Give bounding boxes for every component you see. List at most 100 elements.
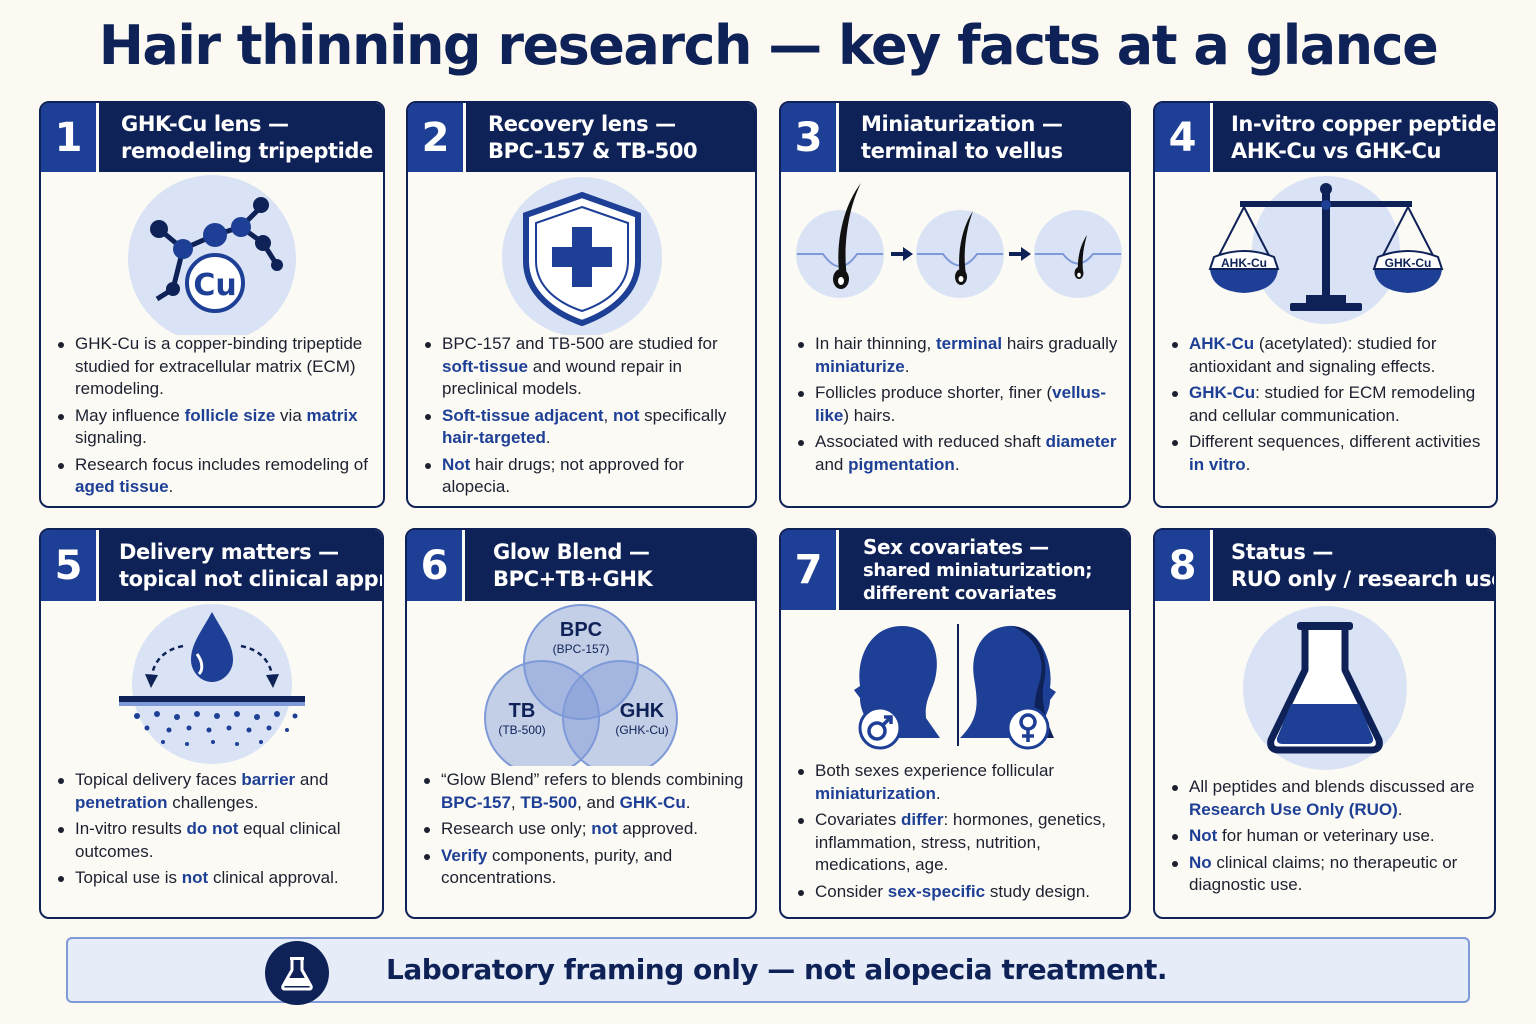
highlight-text: not xyxy=(591,819,618,838)
bullet-text: May influence xyxy=(75,405,185,425)
page-title: Hair thinning research — key facts at a … xyxy=(98,14,1439,77)
bullet-text: via xyxy=(275,405,307,425)
bullet-text: . xyxy=(1397,799,1403,819)
card-number: 4 xyxy=(1155,103,1213,172)
bullet-item: GHK-Cu is a copper-binding tripeptide st… xyxy=(55,333,375,401)
hair-follicle-progression-icon xyxy=(796,183,1122,298)
highlight-text: Verify xyxy=(441,845,488,865)
bullet-text: , xyxy=(510,792,521,812)
card-number: 7 xyxy=(781,530,839,610)
bullet-item: May influence follicle size via matrix s… xyxy=(55,405,375,450)
highlight-text: Soft-tissue adjacent xyxy=(442,405,604,425)
molecule-icon: Cu xyxy=(128,175,296,335)
card-header: 3 Miniaturization — terminal to vellus xyxy=(781,103,1129,172)
card-header: 2 Recovery lens — BPC-157 & TB-500 xyxy=(408,103,755,172)
bullet-list: Both sexes experience follicular miniatu… xyxy=(795,760,1121,907)
highlight-text: do not xyxy=(186,819,239,838)
bullet-list: Topical delivery faces barrier and penet… xyxy=(55,769,374,894)
bullet-list: AHK-Cu (acetylated): studied for antioxi… xyxy=(1169,333,1488,480)
bullet-text: and xyxy=(815,454,849,474)
card-title-line: BPC+TB+GHK xyxy=(493,566,653,591)
bullet-item: BPC-157 and TB-500 are studied for soft-… xyxy=(422,333,747,401)
shield-cross-icon xyxy=(501,177,662,335)
highlight-text: not xyxy=(181,868,209,887)
flask-icon xyxy=(1242,606,1407,770)
bullet-text: equal clinical outcomes. xyxy=(75,819,341,861)
venn-sub-ghk: (GHK-Cu) xyxy=(615,723,668,737)
footer-text: Laboratory framing only — not alopecia t… xyxy=(386,953,1168,986)
highlight-text: not xyxy=(613,405,640,425)
bullet-list: In hair thinning, terminal hairs gradual… xyxy=(795,333,1121,480)
highlight-text: terminal xyxy=(935,334,1003,353)
bullet-text: In-vitro results xyxy=(75,819,187,838)
bullet-item: Not hair drugs; not approved for alopeci… xyxy=(422,454,747,499)
highlight-text: pigmentation xyxy=(848,454,955,474)
venn-label-tb: TB xyxy=(509,700,536,722)
card-title-line: AHK-Cu vs GHK-Cu xyxy=(1231,138,1442,163)
card-number: 8 xyxy=(1155,530,1213,601)
copper-label: Cu xyxy=(193,268,236,303)
card-header: 5 Delivery matters — topical not clinica… xyxy=(41,530,382,601)
bullet-item: Topical use is not clinical approval. xyxy=(55,867,374,890)
bullet-text: . xyxy=(904,356,910,376)
scale-right-label: GHK-Cu xyxy=(1384,256,1431,270)
bullet-list: BPC-157 and TB-500 are studied for soft-… xyxy=(422,333,747,503)
bullet-item: Both sexes experience follicular miniatu… xyxy=(795,760,1121,805)
bullet-text: and wound repair in preclinical models. xyxy=(442,356,683,399)
bullet-text: Different sequences, different activitie… xyxy=(1189,432,1481,451)
bullet-item: In-vitro results do not equal clinical o… xyxy=(55,818,374,863)
bullet-item: Consider sex-specific study design. xyxy=(795,881,1121,904)
bullet-text: . xyxy=(1245,454,1251,474)
highlight-text: miniaturization xyxy=(815,783,936,803)
highlight-text: penetration xyxy=(75,792,168,812)
bullet-text: Topical use is xyxy=(75,868,182,887)
bullet-text: . xyxy=(935,783,941,803)
highlight-text: differ xyxy=(900,810,944,829)
bullet-item: Topical delivery faces barrier and penet… xyxy=(55,769,374,814)
highlight-text: barrier xyxy=(241,770,296,789)
card-copper-peptides: 4 In-vitro copper peptides — AHK-Cu vs G… xyxy=(1153,101,1498,508)
highlight-text: Not xyxy=(442,454,471,474)
bullet-text: ) hairs. xyxy=(843,405,896,425)
venn-sub-bpc: (BPC-157) xyxy=(553,642,610,656)
bullet-text: Research focus includes remodeling of xyxy=(75,454,368,474)
bullet-text: “Glow Blend” refers to blends combining xyxy=(441,770,744,789)
highlight-text: miniaturize xyxy=(815,356,905,376)
card-header: 1 GHK-Cu lens — remodeling tripeptide xyxy=(41,103,383,172)
bullet-item: Verify components, purity, and concentra… xyxy=(421,845,747,890)
bullet-item: Different sequences, different activitie… xyxy=(1169,431,1488,476)
flask-icon xyxy=(265,941,329,1005)
card-header: 7 Sex covariates — shared miniaturizatio… xyxy=(781,530,1129,610)
bullet-text: Covariates xyxy=(815,810,901,829)
bullet-text: Both sexes experience follicular xyxy=(815,761,1055,780)
card-title-line: Recovery lens — xyxy=(488,111,676,136)
card-sex-covariates: 7 Sex covariates — shared miniaturizatio… xyxy=(779,528,1131,919)
bullet-item: Not for human or veterinary use. xyxy=(1169,825,1486,848)
card-miniaturization: 3 Miniaturization — terminal to vellus xyxy=(779,101,1131,508)
card-ghk-cu: 1 GHK-Cu lens — remodeling tripeptide xyxy=(39,101,385,508)
bullet-text: Research use only; xyxy=(441,819,592,838)
card-number: 3 xyxy=(781,103,839,172)
scale-left-label: AHK-Cu xyxy=(1221,256,1267,270)
card-title-line: Status — xyxy=(1231,539,1333,564)
highlight-text: vellus-like xyxy=(815,383,1107,425)
card-title-line: RUO only / research use only xyxy=(1231,566,1494,591)
card-title-line: Delivery matters — xyxy=(119,539,339,564)
bullet-item: No clinical claims; no therapeutic or di… xyxy=(1169,852,1486,897)
bullet-text: All peptides and blends discussed are xyxy=(1189,777,1475,796)
highlight-text: diameter xyxy=(1045,432,1117,451)
highlight-text: follicle size xyxy=(184,405,276,425)
bullet-text: and xyxy=(295,770,329,789)
bullet-text: : hormones, genetics, inflammation, stre… xyxy=(815,810,1107,874)
bullet-list: “Glow Blend” refers to blends combining … xyxy=(421,769,747,894)
bullet-text: signaling. xyxy=(75,428,147,447)
highlight-text: aged tissue xyxy=(75,477,169,496)
highlight-text: GHK-Cu xyxy=(619,792,686,812)
footer-banner: Laboratory framing only — not alopecia t… xyxy=(66,937,1470,1005)
bullet-text: specifically xyxy=(639,405,727,425)
card-title-line: Sex covariates — xyxy=(863,534,1049,559)
bullet-item: Follicles produce shorter, finer (vellus… xyxy=(795,382,1121,427)
bullet-text: approved. xyxy=(617,819,699,838)
card-header: 6 Glow Blend — BPC+TB+GHK xyxy=(407,530,755,601)
bullet-item: Covariates differ: hormones, genetics, i… xyxy=(795,809,1121,877)
